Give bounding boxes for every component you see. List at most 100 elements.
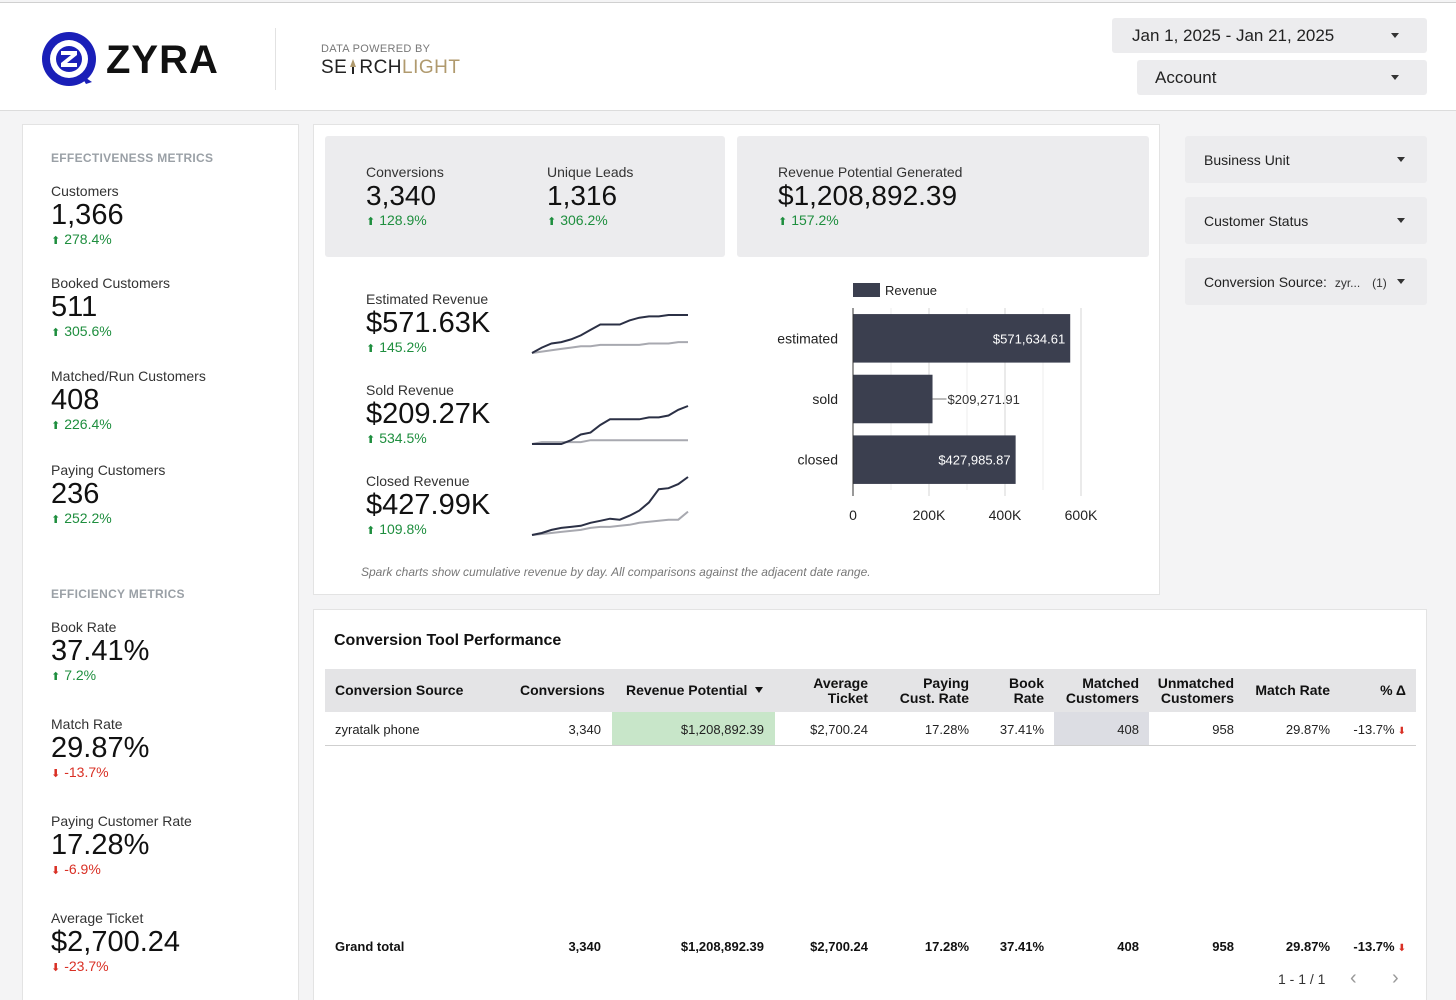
account-value: Account (1155, 67, 1217, 87)
cell-conversions: 3,340 (568, 722, 601, 737)
metric-match-rate: Match Rate 29.87% ⬇ -13.7% (51, 716, 149, 780)
kpi-label: Conversions (366, 164, 444, 180)
arrow-down-icon: ⬇ (1397, 726, 1406, 737)
metric-delta-value: 305.6% (64, 323, 112, 339)
conversion-source-filter[interactable]: Conversion Source: zyr... (1) (1185, 258, 1427, 305)
bar (853, 314, 1071, 363)
col-header-conversions[interactable]: Conversions (520, 682, 605, 698)
total-unmatched: 958 (1212, 939, 1234, 954)
sparkline-current-series (531, 476, 689, 536)
sparkline-sold-revenue (531, 405, 689, 445)
metric-delta: ⬆ 305.6% (51, 323, 170, 339)
filter-value: zyr... (1334, 275, 1361, 290)
cell-conversion-source[interactable]: zyratalk phone (335, 722, 420, 737)
total-matched: 408 (1117, 939, 1139, 954)
conversion-tool-table-panel: Conversion Tool Performance Conversion S… (313, 609, 1427, 1000)
sort-desc-icon (755, 687, 764, 693)
col-header-paying-cust-rate[interactable]: Paying Cust. Rate (900, 676, 969, 706)
kpi-conversions: Conversions 3,340 ⬆ 128.9% (366, 164, 444, 228)
col-header-line: Matched (1082, 675, 1139, 691)
spark-label: Estimated Revenue (366, 291, 489, 307)
searchlight-logo-part: SE (321, 57, 348, 78)
x-tick-label: 200K (913, 507, 946, 523)
customer-status-filter[interactable]: Customer Status (1185, 197, 1427, 244)
spark-delta-value: 145.2% (379, 339, 427, 355)
date-range-select[interactable]: Jan 1, 2025 - Jan 21, 2025 (1112, 18, 1427, 53)
col-header-book-rate[interactable]: Book Rate (1009, 676, 1044, 706)
kpi-card-conversions: Conversions 3,340 ⬆ 128.9% Unique Leads 1… (325, 136, 725, 257)
metric-value: 511 (51, 291, 98, 323)
col-header-line: Customers (1160, 690, 1234, 706)
col-header-conversion-source[interactable]: Conversion Source (335, 682, 464, 698)
revenue-highlight-cell (612, 712, 775, 745)
brand-name: ZYRA (106, 38, 219, 82)
next-page-button[interactable]: › (1392, 967, 1399, 990)
total-pct-delta: -13.7% ⬇ (1353, 939, 1406, 954)
filter-label: Customer Status (1204, 212, 1309, 229)
cell-pct-delta: -13.7% ⬇ (1353, 722, 1406, 737)
col-header-line: Customers (1065, 690, 1139, 706)
metric-label: Paying Customers (51, 462, 166, 478)
metric-label: Paying Customer Rate (51, 813, 192, 829)
kpi-delta: ⬆ 128.9% (366, 212, 444, 228)
x-tick-label: 0 (849, 507, 857, 523)
lamp-icon (350, 59, 357, 74)
total-label: Grand total (335, 939, 405, 954)
caret-down-icon (1397, 157, 1405, 162)
arrow-up-icon: ⬆ (778, 216, 788, 228)
col-header-unmatched-customers[interactable]: Unmatched Customers (1158, 676, 1234, 706)
col-header-revenue-potential-label: Revenue Potential (626, 682, 748, 698)
revenue-bar-chart: Revenue 0 200K 400K 600K estimated $571,634.61… (777, 283, 1098, 523)
searchlight-logo: SE RCHLIGHT (321, 57, 460, 79)
total-conversions: 3,340 (568, 939, 601, 954)
chevron-left-icon: ‹ (1350, 967, 1357, 989)
cell-book-rate: 37.41% (999, 722, 1044, 737)
total-average-ticket: $2,700.24 (810, 939, 868, 954)
arrow-up-icon: ⬆ (366, 434, 376, 446)
col-header-average-ticket[interactable]: Average Ticket (813, 676, 868, 706)
metric-delta: ⬆ 278.4% (51, 231, 124, 247)
kpi-delta-value: 306.2% (560, 212, 608, 228)
col-header-line: Average (813, 675, 868, 691)
prev-page-button[interactable]: ‹ (1350, 967, 1357, 990)
col-header-pct-delta[interactable]: % Δ (1380, 682, 1406, 698)
arrow-up-icon: ⬆ (51, 327, 61, 339)
row-divider (325, 745, 1416, 746)
sparkline-current-series (532, 405, 689, 445)
filter-label: Conversion Source: (1204, 273, 1327, 290)
metric-average-ticket: Average Ticket $2,700.24 ⬇ -23.7% (51, 910, 180, 974)
y-category-label: estimated (777, 330, 838, 346)
metric-value: 37.41% (51, 635, 150, 667)
metric-delta-value: -13.7% (64, 764, 109, 780)
kpi-value: $1,208,892.39 (778, 180, 958, 211)
col-header-match-rate[interactable]: Match Rate (1255, 682, 1330, 698)
x-tick-label: 400K (989, 507, 1022, 523)
spark-label: Sold Revenue (366, 382, 454, 398)
metric-delta: ⬇ -23.7% (51, 958, 180, 974)
metric-delta: ⬇ -13.7% (51, 764, 149, 780)
spark-closed-revenue: Closed Revenue $427.99K ⬆ 109.8% (366, 473, 490, 537)
bar (853, 374, 933, 424)
powered-by-label: DATA POWERED BY (321, 43, 431, 55)
metric-delta-value: -6.9% (64, 861, 101, 877)
legend-label: Revenue (885, 283, 937, 298)
matched-highlight-cell (1054, 712, 1149, 745)
spark-value: $209.27K (366, 398, 491, 430)
revenue-panel: Conversions 3,340 ⬆ 128.9% Unique Leads 1… (313, 124, 1160, 595)
metric-delta: ⬇ -6.9% (51, 861, 192, 877)
spark-value: $571.63K (366, 307, 491, 339)
header-divider (275, 28, 276, 90)
metric-paying-customers: Paying Customers 236 ⬆ 252.2% (51, 462, 165, 526)
col-header-revenue-potential[interactable]: Revenue Potential (626, 682, 764, 698)
business-unit-filter[interactable]: Business Unit (1185, 136, 1427, 183)
metric-label: Book Rate (51, 619, 117, 635)
account-select[interactable]: Account (1137, 60, 1427, 95)
cell-match-rate: 29.87% (1285, 722, 1330, 737)
metric-delta-value: -23.7% (64, 958, 109, 974)
col-header-matched-customers[interactable]: Matched Customers (1066, 676, 1139, 706)
y-category-label: sold (812, 391, 838, 407)
kpi-delta: ⬆ 306.2% (547, 212, 633, 228)
spark-delta-value: 534.5% (379, 430, 427, 446)
spark-sold-revenue: Sold Revenue $209.27K ⬆ 534.5% (366, 382, 490, 446)
metric-delta-value: 278.4% (64, 231, 112, 247)
